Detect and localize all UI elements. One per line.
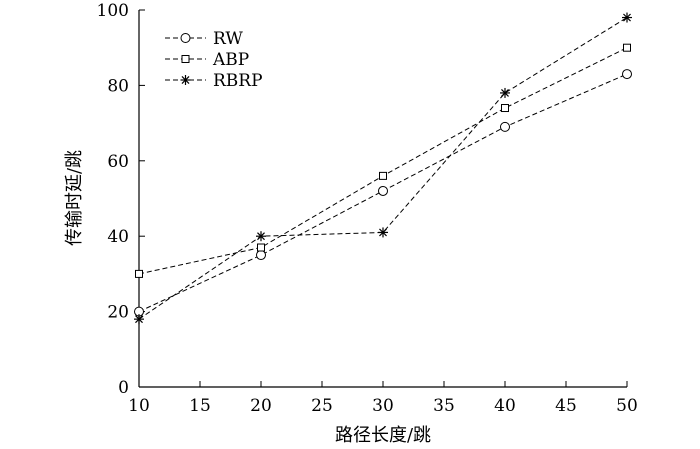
data-point-rbrp bbox=[622, 12, 632, 23]
data-point-abp bbox=[135, 269, 143, 278]
x-tick-label: 40 bbox=[494, 396, 516, 416]
data-point-abp bbox=[379, 171, 387, 180]
y-tick-label: 20 bbox=[107, 303, 129, 323]
x-axis-title: 路径长度/跳 bbox=[335, 425, 431, 446]
legend-marker-rbrp bbox=[180, 75, 191, 85]
y-tick-label: 100 bbox=[97, 1, 129, 21]
y-tick-label: 0 bbox=[118, 378, 129, 398]
x-tick-label: 10 bbox=[128, 396, 150, 416]
x-tick-label: 15 bbox=[189, 396, 211, 416]
x-tick-label: 20 bbox=[250, 396, 272, 416]
data-point-rw bbox=[378, 185, 388, 196]
legend-label-abp: ABP bbox=[212, 50, 249, 70]
ticks: 10 15 20 25 30 35 40 45 50 0 20 40 60 80 100 bbox=[97, 1, 638, 416]
data-point-rw bbox=[256, 250, 266, 261]
x-tick-label: 25 bbox=[311, 396, 333, 416]
data-point-rw bbox=[500, 121, 510, 132]
legend-marker-abp bbox=[181, 55, 190, 63]
data-point-rbrp bbox=[256, 231, 266, 242]
data-point-rbrp bbox=[378, 227, 388, 238]
x-tick-label: 30 bbox=[372, 396, 394, 416]
x-tick-label: 45 bbox=[555, 396, 577, 416]
series-group bbox=[134, 12, 632, 325]
data-point-rbrp bbox=[500, 87, 510, 98]
legend-marker-rw bbox=[180, 33, 191, 43]
y-axis-title: 传输时延/跳 bbox=[64, 150, 85, 246]
legend-label-rw: RW bbox=[213, 29, 243, 49]
y-tick-label: 60 bbox=[107, 152, 129, 172]
data-point-abp bbox=[501, 104, 509, 113]
data-point-rw bbox=[622, 69, 632, 80]
data-point-rbrp bbox=[134, 314, 144, 325]
y-tick-label: 40 bbox=[107, 227, 129, 247]
x-tick-label: 35 bbox=[433, 396, 455, 416]
data-point-abp bbox=[257, 243, 265, 252]
x-tick-label: 50 bbox=[616, 396, 638, 416]
series-line-rbrp bbox=[138, 17, 628, 320]
legend-label-rbrp: RBRP bbox=[213, 71, 263, 91]
data-point-abp bbox=[623, 43, 631, 52]
y-tick-label: 80 bbox=[107, 76, 129, 96]
